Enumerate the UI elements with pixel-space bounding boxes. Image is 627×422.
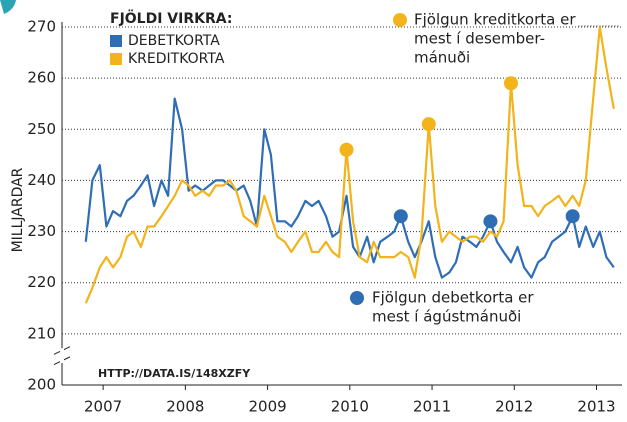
highlight-dot: [565, 209, 580, 224]
legend-label: KREDITKORTA: [128, 51, 225, 67]
legend-swatch: [110, 53, 122, 65]
x-tick-label: 2010: [331, 398, 369, 416]
annotation-text: mest í desember-: [414, 30, 545, 48]
y-tick-label: 250: [27, 120, 56, 138]
annotation-dot: [393, 13, 407, 27]
x-tick-label: 2008: [166, 398, 204, 416]
highlight-dot: [503, 76, 518, 91]
x-tick-label: 2013: [577, 398, 615, 416]
highlight-dot: [393, 209, 408, 224]
x-tick-label: 2009: [248, 398, 286, 416]
highlight-dot: [339, 142, 354, 157]
highlight-dot: [421, 117, 436, 132]
x-tick-label: 2011: [413, 398, 451, 416]
series-line: [84, 97, 615, 279]
annotation-text: mánuði: [414, 49, 470, 67]
legend-swatch: [110, 35, 122, 47]
y-tick-label: 210: [27, 324, 56, 342]
legend-title: FJÖLDI VIRKRA:: [110, 9, 232, 27]
annotation-dot: [350, 291, 364, 305]
y-tick-label: 260: [27, 69, 56, 87]
y-tick-label: 270: [27, 18, 56, 36]
annotation-text: Fjölgun kreditkorta er: [414, 11, 576, 29]
annotation-text: mest í ágústmánuði: [372, 308, 521, 326]
series-line: [84, 25, 615, 304]
y-tick-label: 240: [27, 171, 56, 189]
annotation-text: Fjölgun debetkorta er: [372, 289, 534, 307]
axis-break-gap: [60, 348, 64, 364]
corner-decoration: [0, 0, 16, 14]
y-axis-label: MILLJARDAR: [10, 167, 26, 252]
x-tick-label: 2007: [84, 398, 122, 416]
y-tick-label: 200: [27, 376, 56, 394]
x-tick-label: 2012: [495, 398, 533, 416]
y-tick-label: 230: [27, 222, 56, 240]
legend-label: DEBETKORTA: [128, 33, 220, 49]
y-tick-label: 220: [27, 273, 56, 291]
source: HTTP://DATA.IS/148XZFY: [98, 367, 251, 380]
highlight-dot: [483, 214, 498, 229]
